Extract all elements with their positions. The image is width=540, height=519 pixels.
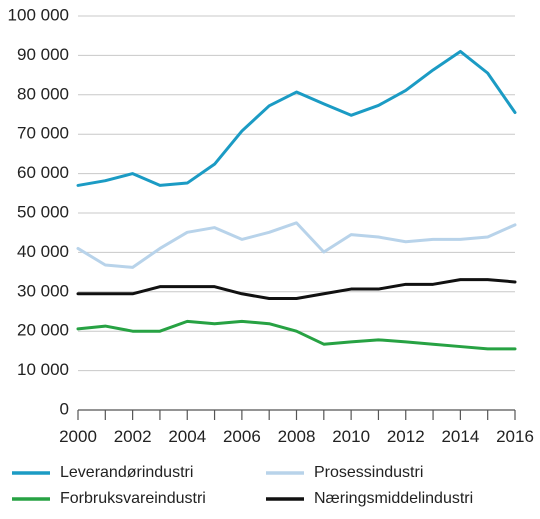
y-tick-label: 0 — [60, 399, 69, 418]
gridlines — [78, 15, 515, 372]
series-lines — [76, 49, 517, 351]
x-tick-label: 2008 — [278, 427, 316, 446]
series-line-1 — [76, 221, 517, 269]
y-axis-tick-labels: 0 10 000 20 000 30 000 40 000 50 000 60 000 70 … — [8, 5, 69, 418]
legend: Leverandørindustri Prosessindustri Forbruk… — [12, 464, 473, 507]
axes — [77, 409, 516, 420]
x-tick-label: 2004 — [168, 427, 206, 446]
y-tick-label: 10 000 — [17, 360, 69, 379]
legend-label: Forbruksvareindustri — [60, 490, 206, 507]
x-tick-label: 2014 — [441, 427, 479, 446]
y-tick-label: 20 000 — [17, 321, 69, 340]
y-tick-label: 90 000 — [17, 45, 69, 64]
series-line-2 — [76, 319, 517, 351]
x-tick-label: 2016 — [496, 427, 534, 446]
legend-label: Næringsmiddelindustri — [314, 490, 473, 507]
x-tick-label: 2012 — [387, 427, 425, 446]
y-tick-label: 30 000 — [17, 281, 69, 300]
x-tick-label: 2000 — [59, 427, 97, 446]
y-tick-label: 60 000 — [17, 163, 69, 182]
y-tick-label: 40 000 — [17, 242, 69, 261]
series-line-3 — [76, 278, 517, 300]
y-tick-label: 70 000 — [17, 124, 69, 143]
legend-label: Leverandørindustri — [60, 464, 193, 481]
y-tick-label: 80 000 — [17, 84, 69, 103]
x-tick-label: 2002 — [114, 427, 152, 446]
series-line-0 — [76, 49, 517, 187]
x-tick-label: 2010 — [332, 427, 370, 446]
y-tick-label: 50 000 — [17, 202, 69, 221]
x-tick-label: 2006 — [223, 427, 261, 446]
x-axis-tick-labels: 2000 2002 2004 2006 2008 2010 2012 2014 2016 — [59, 427, 534, 446]
legend-label: Prosessindustri — [314, 464, 423, 481]
y-tick-label: 100 000 — [8, 5, 69, 24]
